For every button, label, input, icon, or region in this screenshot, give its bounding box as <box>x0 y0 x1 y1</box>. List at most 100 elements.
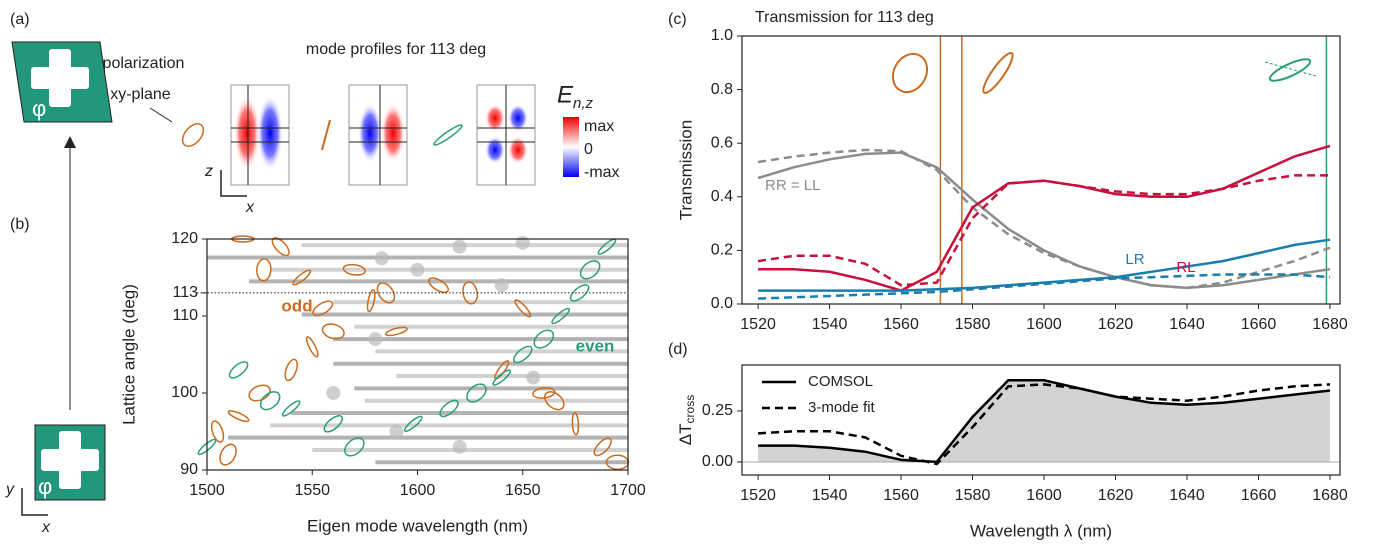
polarization-ellipse <box>544 391 565 411</box>
line <box>757 151 1331 290</box>
x-tick-label: 1620 <box>1098 487 1134 504</box>
mode-dot <box>494 278 509 293</box>
polarization-ellipse <box>366 289 376 313</box>
line <box>758 144 1331 292</box>
mode-dot <box>326 386 341 400</box>
mode-profile <box>230 84 579 186</box>
polarization-ellipse <box>228 361 249 379</box>
line <box>758 273 1331 300</box>
polarization-ellipse <box>284 358 298 382</box>
polarization-ellipse <box>579 260 601 280</box>
mode-dot <box>526 370 541 385</box>
panel-label: (c) <box>668 11 687 28</box>
x-tick-label: 1580 <box>955 487 991 504</box>
line <box>757 148 1331 290</box>
x-tick-label: 1600 <box>1026 316 1062 333</box>
polarization-ellipse <box>197 438 217 456</box>
colorbar-tick: -max <box>584 164 620 181</box>
y-tick-label: 1.0 <box>711 27 733 44</box>
y-tick-label: 0.0 <box>711 295 733 312</box>
polarization-ellipse <box>569 284 590 302</box>
polarization-ellipse <box>492 369 512 386</box>
x-tick-label: 1600 <box>400 482 436 499</box>
y-tick-label: 0.2 <box>711 242 733 259</box>
polarization-ellipse <box>344 437 365 457</box>
polarization-ellipse <box>342 263 367 276</box>
axes-icon <box>220 170 247 197</box>
y-tick-label: 0.8 <box>711 81 733 98</box>
colorbar-tick: max <box>584 118 614 135</box>
mode-dot <box>515 235 530 250</box>
x-tick-label: 1580 <box>955 316 991 333</box>
line <box>758 383 1331 466</box>
arrow <box>149 107 173 123</box>
chart-title: Transmission for 113 deg <box>755 9 934 26</box>
polarization-ellipse <box>321 323 345 340</box>
x-tick-label: 1700 <box>610 482 646 499</box>
x-tick-label: 1560 <box>883 487 919 504</box>
colorbar-tick: 0 <box>584 141 593 158</box>
x-tick-label: 1550 <box>294 482 330 499</box>
line <box>758 238 1331 292</box>
axis-label: x <box>41 519 51 536</box>
polarization-ellipse <box>227 410 250 423</box>
y-axis-label: ΔTcross <box>676 395 697 445</box>
branch-label: odd <box>281 296 312 315</box>
line-label: RL <box>1176 259 1195 276</box>
polarization-ellipse <box>439 399 459 418</box>
x-tick-label: 1540 <box>812 487 848 504</box>
x-tick-label: 1680 <box>1312 487 1348 504</box>
panel-label: (a) <box>10 11 30 28</box>
mode-dot <box>452 239 467 254</box>
angle-symbol: φ <box>32 96 46 121</box>
legend-label: COMSOL <box>808 373 873 390</box>
line-label: RR = LL <box>765 177 820 194</box>
x-tick-label: 1680 <box>1312 316 1348 333</box>
polarization-ellipse <box>323 415 344 433</box>
y-tick-label: 110 <box>172 307 198 324</box>
y-axis-subscript: cross <box>683 395 697 424</box>
unit-cell <box>11 41 113 516</box>
polarization-ellipse <box>259 391 281 411</box>
y-tick-label: 0.00 <box>702 453 733 470</box>
mode-dot <box>389 424 404 439</box>
x-tick-label: 1500 <box>189 482 225 499</box>
y-axis-label: Transmission <box>676 120 695 220</box>
x-axis-label: Wavelength λ (nm) <box>970 521 1112 540</box>
y-tick-label: 100 <box>171 384 198 401</box>
polarization-ellipse <box>376 282 396 304</box>
mode-dot <box>452 439 467 454</box>
legend-label: 3-mode fit <box>808 399 876 416</box>
polarization-ellipse <box>210 420 225 443</box>
plot-frame <box>741 364 1341 476</box>
inset-polarization <box>891 52 1317 94</box>
polarization-ellipse <box>466 383 487 403</box>
x-axis-label: Eigen mode wavelength (nm) <box>307 516 528 535</box>
x-tick-label: 1660 <box>1241 487 1277 504</box>
x-tick-label: 1620 <box>1098 316 1134 333</box>
y-tick-label: 0.4 <box>711 188 733 205</box>
y-tick-label: 120 <box>171 230 198 247</box>
x-tick-label: 1660 <box>1241 316 1277 333</box>
title: mode profiles for 113 deg <box>306 41 486 58</box>
y-tick-label: 0.6 <box>711 134 733 151</box>
polarization <box>181 123 205 147</box>
y-axis-label: Lattice angle (deg) <box>119 284 138 425</box>
polarization-ellipse <box>462 281 479 305</box>
polarization-ellipse <box>292 269 312 286</box>
colorbar-subscript: n,z <box>573 95 594 112</box>
colorbar-label: E <box>557 81 574 108</box>
x-tick-label: 1640 <box>1169 487 1205 504</box>
panel-label: (b) <box>10 216 30 233</box>
mode-dot <box>368 332 383 347</box>
x-tick-label: 1560 <box>883 316 919 333</box>
polarization-ellipse <box>593 437 612 457</box>
line-label: LR <box>1125 251 1144 268</box>
y-axis-label: ΔT <box>676 423 695 445</box>
polarization-ellipse <box>571 412 580 436</box>
x-tick-label: 1600 <box>1026 487 1062 504</box>
polarization-ellipse <box>219 443 237 466</box>
axis-label: x <box>245 199 255 216</box>
y-tick-label: 113 <box>172 284 198 301</box>
